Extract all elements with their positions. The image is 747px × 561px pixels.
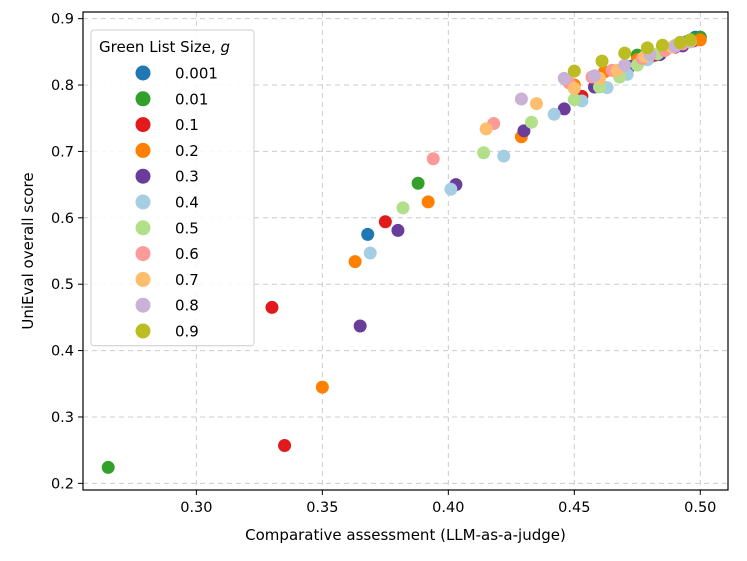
data-point-g-0_5 (477, 146, 491, 160)
legend-marker (135, 91, 151, 107)
y-tick-label: 0.4 (51, 344, 74, 360)
legend-marker (135, 297, 151, 313)
data-point-g-0_2 (315, 380, 329, 394)
data-point-g-0_3 (517, 124, 531, 138)
legend-item: 0.01 (135, 90, 208, 108)
legend-item: 0.4 (135, 194, 199, 212)
x-axis-label: Comparative assessment (LLM-as-a-judge) (245, 526, 566, 544)
legend-label: 0.4 (175, 194, 199, 212)
legend-label: 0.8 (175, 297, 199, 315)
data-point-g-0_9 (673, 36, 687, 50)
data-point-g-0_9 (595, 54, 609, 68)
data-point-g-0_2 (421, 195, 435, 209)
data-point-g-0_01 (411, 176, 425, 190)
data-point-g-0_1 (278, 439, 292, 453)
legend-title: Green List Size, g (99, 38, 230, 56)
data-point-g-0_5 (396, 201, 410, 215)
data-point-g-0_9 (683, 33, 697, 47)
data-point-g-0_2 (348, 255, 362, 269)
legend-marker (135, 65, 151, 81)
data-point-g-0_7 (567, 81, 581, 95)
legend-marker (135, 323, 151, 339)
x-tick-label: 0.45 (558, 500, 590, 516)
legend-marker (135, 194, 151, 210)
legend-label: 0.1 (175, 116, 199, 134)
data-point-g-0_5 (567, 93, 581, 107)
data-point-g-0_3 (391, 223, 405, 237)
legend-item: 0.3 (135, 168, 199, 186)
legend-item: 0.8 (135, 297, 199, 315)
data-point-g-0_8 (557, 71, 571, 85)
legend-label: 0.7 (175, 271, 199, 289)
data-point-g-0_4 (497, 149, 511, 163)
data-point-g-0_9 (655, 38, 669, 52)
data-point-g-0_9 (640, 41, 654, 55)
legend-label: 0.3 (175, 168, 199, 186)
y-tick-label: 0.7 (51, 144, 74, 160)
legend-label: 0.9 (175, 323, 199, 341)
x-tick-label: 0.40 (432, 500, 464, 516)
y-tick-label: 0.2 (51, 476, 74, 492)
data-point-g-0_5 (524, 115, 538, 129)
x-tick-label: 0.30 (180, 500, 212, 516)
data-point-g-0_1 (378, 215, 392, 229)
legend-label: 0.01 (175, 90, 208, 108)
legend-marker (135, 168, 151, 184)
legend-items: 0.001 0.01 0.1 0.2 0.3 0.4 0.5 0.6 0.7 0.8 0.9 (135, 65, 218, 341)
data-point-g-0_2 (693, 33, 707, 47)
data-point-g-0_7 (530, 97, 544, 111)
legend-marker (135, 220, 151, 236)
data-point-g-0_01 (101, 460, 115, 474)
data-point-g-0_4 (444, 182, 458, 196)
y-tick-label: 0.3 (51, 410, 74, 426)
legend-label: 0.5 (175, 219, 199, 237)
plot-frame (82, 11, 729, 491)
legend-item: 0.6 (135, 245, 199, 263)
legend-label: 0.6 (175, 245, 199, 263)
data-point-g-0_7 (479, 122, 493, 136)
legend-title-variable: g (221, 38, 231, 56)
legend-label: 0.001 (175, 65, 218, 83)
y-axis-label: UniEval overall score (19, 172, 37, 329)
legend-label: 0.2 (175, 142, 199, 160)
y-tick-label: 0.8 (51, 78, 74, 94)
data-point-g-0_9 (567, 64, 581, 78)
legend-box (90, 29, 255, 347)
data-point-g-0_3 (557, 102, 571, 116)
axis-ticks: 0.30 0.35 0.40 0.45 0.500.20.30.40.50.60.70.… (51, 12, 716, 516)
x-tick-label: 0.50 (684, 500, 716, 516)
data-point-g-0_1 (265, 300, 279, 314)
legend-item: 0.5 (135, 219, 199, 237)
data-point-g-0_6 (426, 152, 440, 166)
legend: Green List Size, g 0.001 0.01 0.1 0.2 0.3 0.4… (90, 29, 255, 347)
legend-item: 0.1 (135, 116, 199, 134)
y-tick-label: 0.9 (51, 12, 74, 28)
data-points (101, 30, 707, 474)
data-point-g-0_3 (353, 319, 367, 333)
data-point-g-0_8 (514, 92, 528, 106)
legend-item: 0.2 (135, 142, 199, 160)
data-point-g-0_4 (363, 246, 377, 260)
legend-marker (135, 271, 151, 287)
legend-marker (135, 142, 151, 158)
legend-item: 0.001 (135, 65, 218, 83)
legend-title-text: Green List Size, (99, 38, 221, 56)
data-point-g-0_4 (547, 107, 561, 121)
data-point-g-0_001 (361, 227, 375, 241)
x-tick-label: 0.35 (306, 500, 338, 516)
legend-marker (135, 117, 151, 133)
y-tick-label: 0.5 (51, 277, 74, 293)
y-tick-label: 0.6 (51, 211, 74, 227)
legend-marker (135, 246, 151, 262)
data-point-g-0_8 (587, 69, 601, 83)
legend-item: 0.9 (135, 323, 199, 341)
legend-item: 0.7 (135, 271, 199, 289)
data-point-g-0_9 (618, 46, 632, 60)
data-point-g-0_8 (618, 58, 632, 72)
